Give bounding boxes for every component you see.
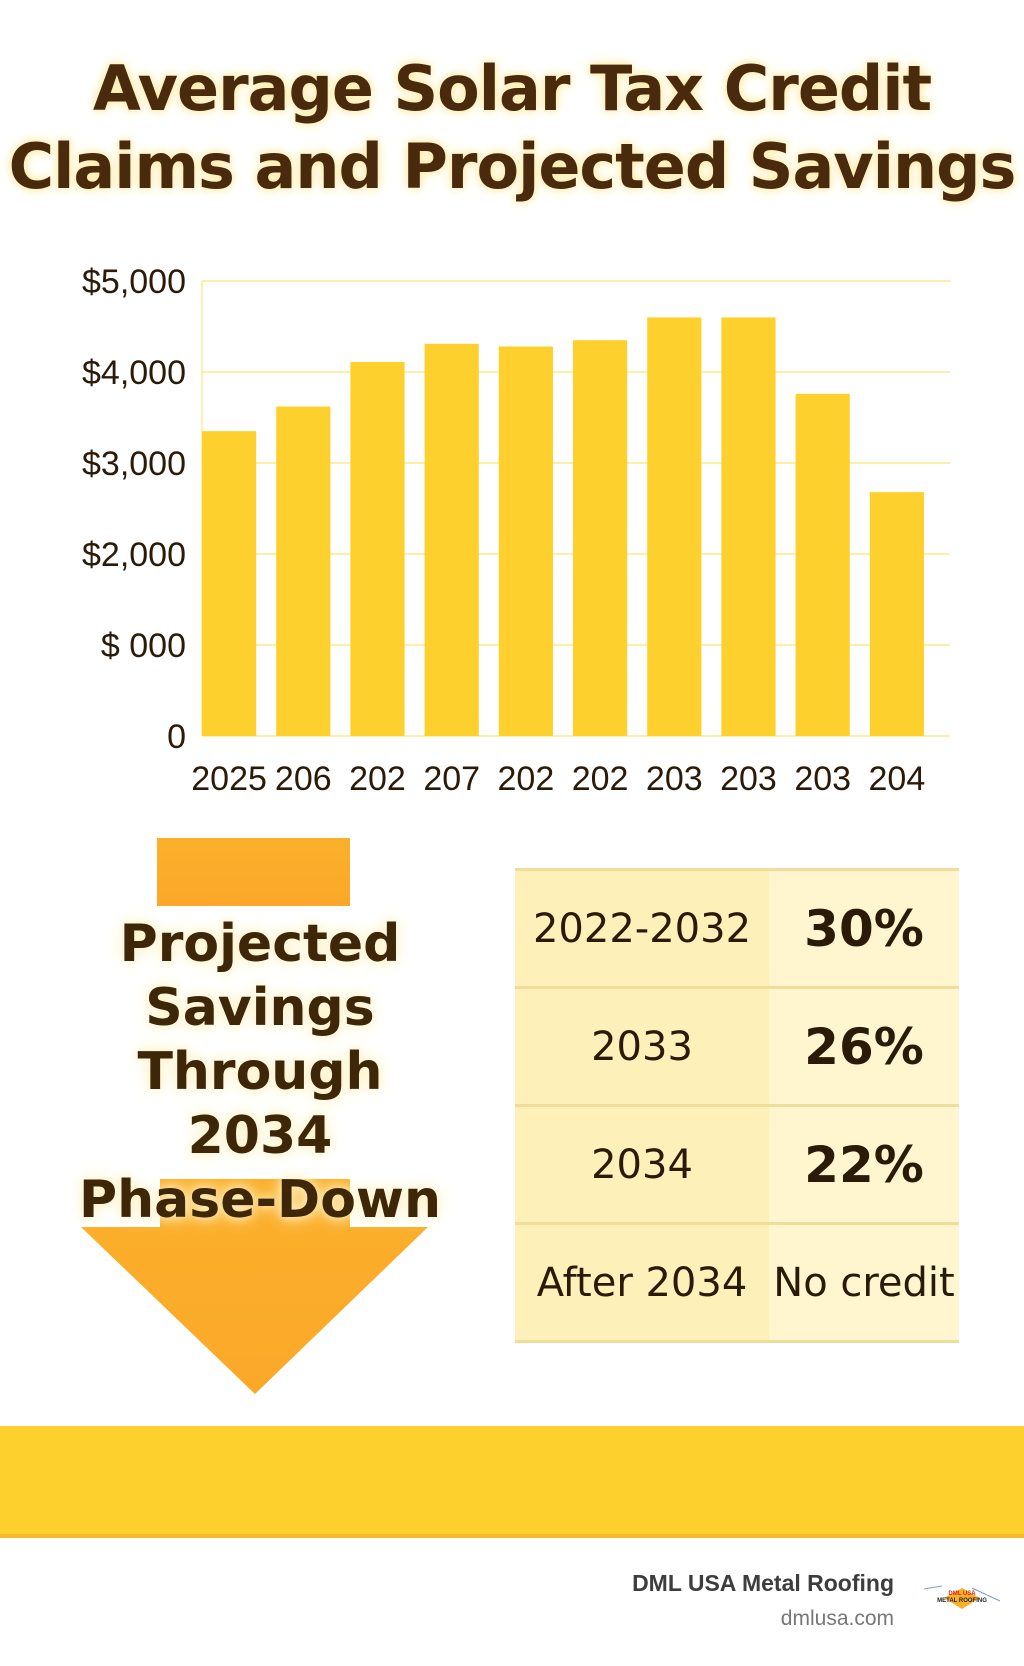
projected-savings-label: Projected Savings Through 2034 Phase-Dow…: [60, 912, 460, 1232]
svg-text:DML USA: DML USA: [948, 1591, 976, 1597]
bar: [573, 340, 628, 736]
down-arrow-icon: [81, 838, 428, 1394]
y-tick-label: $3,000: [82, 445, 186, 483]
title-line-1: Average Solar Tax Credit: [92, 52, 932, 125]
title-line-2: Claims and Projected Savings: [8, 130, 1017, 203]
arrow-text-line: Phase-Down: [79, 1170, 441, 1230]
bar: [869, 492, 924, 736]
arrow-text-line: Savings: [145, 978, 375, 1038]
bar: [276, 406, 331, 736]
credit-cell: No credit: [769, 1225, 959, 1340]
y-tick-label: $5,000: [82, 263, 186, 301]
x-tick-label: 202: [572, 760, 629, 798]
arrow-text-line: Projected: [119, 914, 401, 974]
bar: [424, 343, 479, 736]
arrow-text-line: Through 2034: [137, 1042, 383, 1166]
table-row: After 2034 No credit: [515, 1222, 959, 1343]
period-cell: 2034: [515, 1107, 769, 1222]
credit-cell: 30%: [769, 871, 959, 986]
x-tick-label: 202: [498, 760, 555, 798]
x-tick-label: 203: [720, 760, 777, 798]
credit-cell: 22%: [769, 1107, 959, 1222]
bar: [795, 393, 850, 736]
bar-chart: 0 $ 000 $2,000 $3,000 $4,000 $5,000 2025 206 202…: [82, 263, 950, 798]
credit-cell: 26%: [769, 989, 959, 1104]
x-tick-label: 203: [794, 760, 851, 798]
period-cell: After 2034: [515, 1225, 769, 1340]
period-cell: 2022-2032: [515, 871, 769, 986]
y-tick-label: 0: [167, 718, 186, 756]
table-row: 2033 26%: [515, 986, 959, 1104]
table-row: 2034 22%: [515, 1104, 959, 1222]
bar: [202, 431, 257, 736]
svg-text:METAL ROOFING: METAL ROOFING: [937, 1598, 987, 1604]
brand-name: DML USA Metal Roofing: [632, 1570, 894, 1596]
x-tick-label: 2025: [191, 760, 267, 798]
x-tick-label: 203: [646, 760, 703, 798]
company-logo: DML USA METAL ROOFING: [923, 1585, 1001, 1609]
y-tick-label: $ 000: [101, 627, 186, 665]
y-tick-label: $2,000: [82, 536, 186, 574]
footer-band: [0, 1426, 1024, 1538]
bar: [350, 361, 405, 736]
x-tick-label: 206: [275, 760, 332, 798]
y-tick-label: $4,000: [82, 354, 186, 392]
period-cell: 2033: [515, 989, 769, 1104]
bar: [647, 317, 702, 736]
x-tick-label: 202: [349, 760, 406, 798]
table-row: 2022-2032 30%: [515, 868, 959, 986]
x-tick-label: 207: [423, 760, 480, 798]
bar: [721, 317, 776, 736]
brand-url: dmlusa.com: [780, 1607, 894, 1630]
bar: [498, 346, 553, 736]
credit-schedule-table: 2022-2032 30% 2033 26% 2034 22% After 2034 N…: [515, 868, 959, 1343]
x-tick-label: 204: [869, 760, 926, 798]
